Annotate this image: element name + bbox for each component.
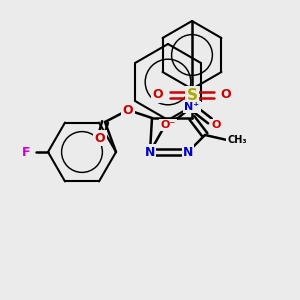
Text: N⁺: N⁺	[184, 102, 200, 112]
Text: S: S	[187, 88, 197, 103]
Text: O: O	[95, 131, 105, 145]
Text: N: N	[183, 146, 193, 158]
Text: O: O	[153, 88, 163, 101]
Text: N: N	[145, 146, 155, 158]
Text: O: O	[211, 120, 221, 130]
Text: O: O	[221, 88, 231, 101]
Text: O⁻: O⁻	[160, 120, 175, 130]
Text: O: O	[123, 103, 133, 116]
Text: F: F	[22, 146, 30, 158]
Text: CH₃: CH₃	[227, 135, 247, 145]
